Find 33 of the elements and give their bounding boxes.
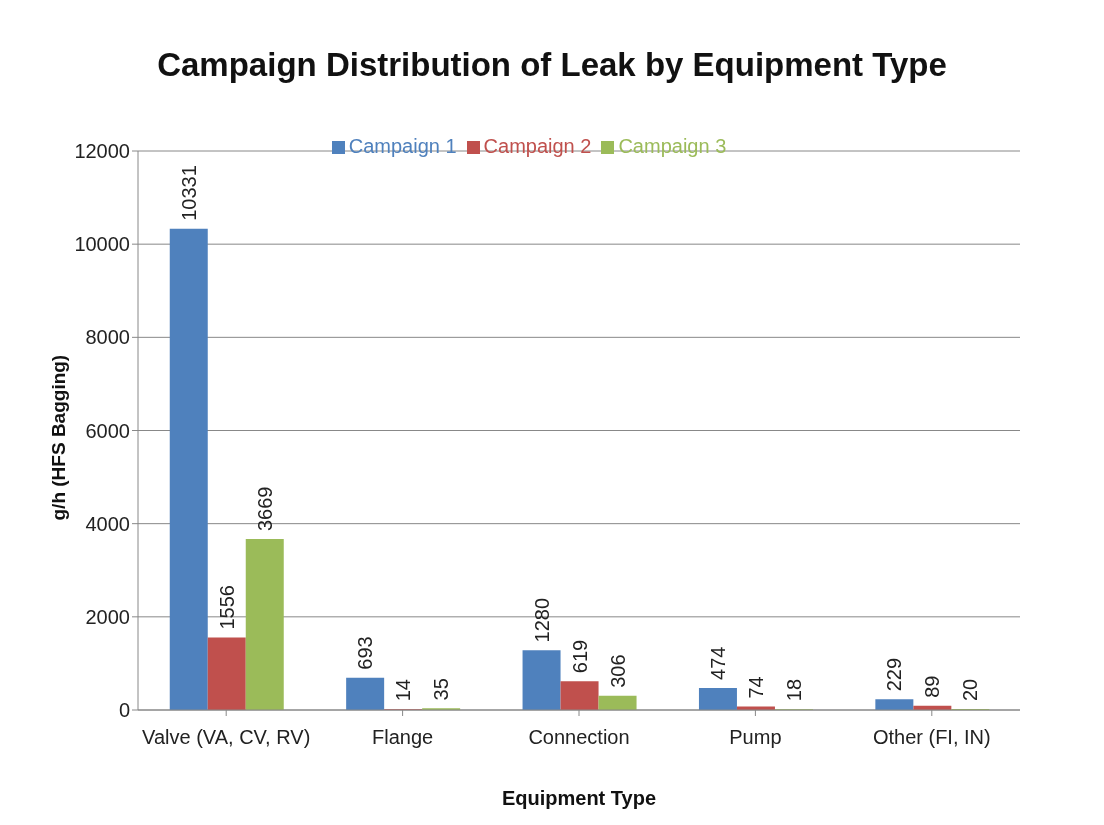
data-label: 35 [430,678,453,701]
data-label: 474 [706,646,729,680]
x-axis-title: Equipment Type [501,787,657,809]
data-label: 14 [392,679,415,702]
x-tick-label: Valve (VA, CV, RV) [142,726,311,749]
x-tick-label: Other (FI, IN) [872,726,991,749]
x-tick-label: Pump [729,726,782,749]
data-label: 1280 [530,597,553,643]
data-label: 18 [782,678,805,702]
data-label: 74 [744,676,767,699]
x-tick-label: Flange [372,726,434,749]
data-label: 20 [959,678,982,702]
y-tick-label: 8000 [85,326,130,349]
data-label: 10331 [177,165,200,221]
y-tick-label: 2000 [85,605,130,628]
data-label: 229 [883,657,906,692]
y-axis-title: g/h (HFS Bagging) [47,354,69,521]
data-label: 693 [354,636,377,670]
x-tick-label: Connection [528,726,630,749]
chart-title: Campaign Distribution of Leak by Equipment Type [156,46,948,84]
legend-label: Campaign 2 [483,135,592,157]
data-label: 306 [606,654,629,688]
legend-label: Campaign 3 [618,135,727,157]
y-tick-label: 10000 [74,233,130,256]
data-label: 3669 [253,486,276,532]
y-tick-label: 4000 [85,512,130,535]
y-tick-label: 12000 [74,140,130,163]
legend-label: Campaign 1 [348,135,457,157]
data-label: 619 [568,639,591,674]
data-label: 1556 [215,585,238,630]
y-tick-label: 0 [118,699,130,722]
data-label: 89 [921,675,944,698]
y-tick-label: 6000 [85,419,130,442]
